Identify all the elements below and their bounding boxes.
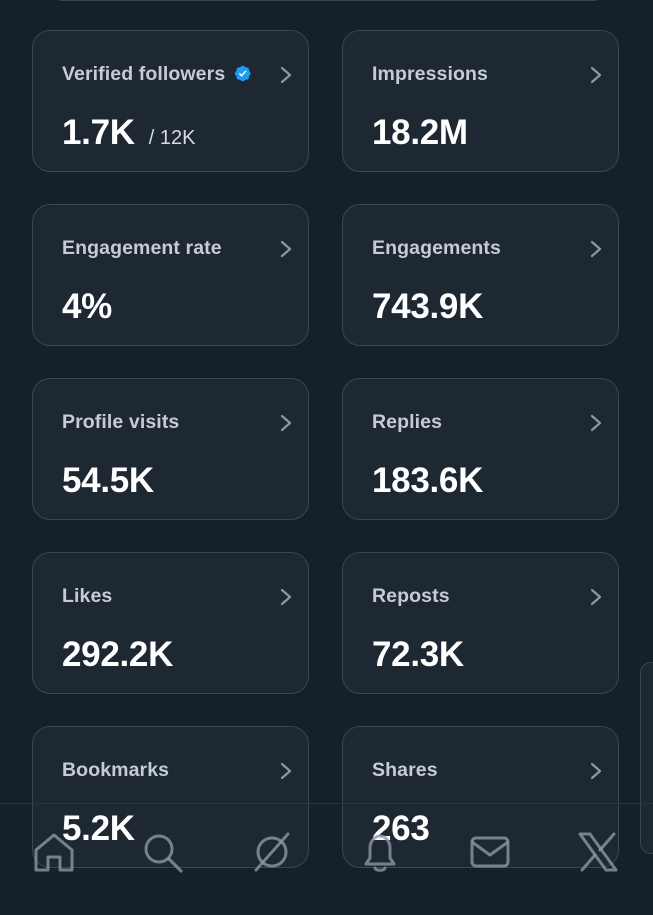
metric-value: 263	[372, 809, 430, 848]
metric-label: Verified followers	[62, 63, 252, 86]
chevron-right-icon	[590, 588, 602, 606]
notifications-icon[interactable]	[358, 830, 402, 874]
metric-label: Impressions	[372, 63, 488, 85]
metric-value: 54.5K	[62, 461, 154, 500]
verified-badge-icon	[235, 65, 251, 82]
chevron-right-icon	[280, 588, 292, 606]
chevron-right-icon	[590, 240, 602, 258]
metric-card-verified-followers[interactable]: Verified followers 1.7K/ 12K	[32, 30, 309, 172]
chevron-right-icon	[280, 414, 292, 432]
chevron-right-icon	[590, 762, 602, 780]
metric-value: 743.9K	[372, 287, 484, 326]
metric-card-replies[interactable]: Replies 183.6K	[342, 378, 619, 520]
x-logo-icon[interactable]	[576, 830, 620, 874]
metric-card-engagement-rate[interactable]: Engagement rate 4%	[32, 204, 309, 346]
metric-card-likes[interactable]: Likes 292.2K	[32, 552, 309, 694]
metric-card-engagements[interactable]: Engagements 743.9K	[342, 204, 619, 346]
chevron-right-icon	[280, 66, 292, 84]
metric-label: Shares	[372, 759, 438, 781]
metric-card-impressions[interactable]: Impressions 18.2M	[342, 30, 619, 172]
scroll-handle[interactable]	[640, 662, 653, 854]
metric-value: 1.7K/ 12K	[62, 113, 196, 152]
metric-card-profile-visits[interactable]: Profile visits 54.5K	[32, 378, 309, 520]
metric-card-reposts[interactable]: Reposts 72.3K	[342, 552, 619, 694]
metric-label: Reposts	[372, 585, 450, 607]
metric-label: Replies	[372, 411, 443, 433]
metric-value: 5.2K	[62, 809, 135, 848]
metric-label: Engagements	[372, 237, 501, 259]
metric-subvalue: / 12K	[148, 127, 196, 149]
metric-label: Engagement rate	[62, 237, 222, 259]
metric-value: 72.3K	[372, 635, 464, 674]
metric-label: Profile visits	[62, 411, 180, 433]
metric-value: 18.2M	[372, 113, 468, 152]
metric-value: 292.2K	[62, 635, 174, 674]
metric-label: Likes	[62, 585, 113, 607]
metric-value: 183.6K	[372, 461, 484, 500]
previous-card-edge	[47, 0, 609, 1]
messages-icon[interactable]	[468, 830, 512, 874]
chevron-right-icon	[590, 414, 602, 432]
home-icon[interactable]	[32, 830, 76, 874]
grok-icon[interactable]	[250, 830, 294, 874]
search-icon[interactable]	[140, 830, 184, 874]
chevron-right-icon	[280, 240, 292, 258]
chevron-right-icon	[590, 66, 602, 84]
metric-value: 4%	[62, 287, 112, 326]
metric-label: Bookmarks	[62, 759, 170, 781]
bottom-nav-divider	[0, 803, 653, 804]
chevron-right-icon	[280, 762, 292, 780]
